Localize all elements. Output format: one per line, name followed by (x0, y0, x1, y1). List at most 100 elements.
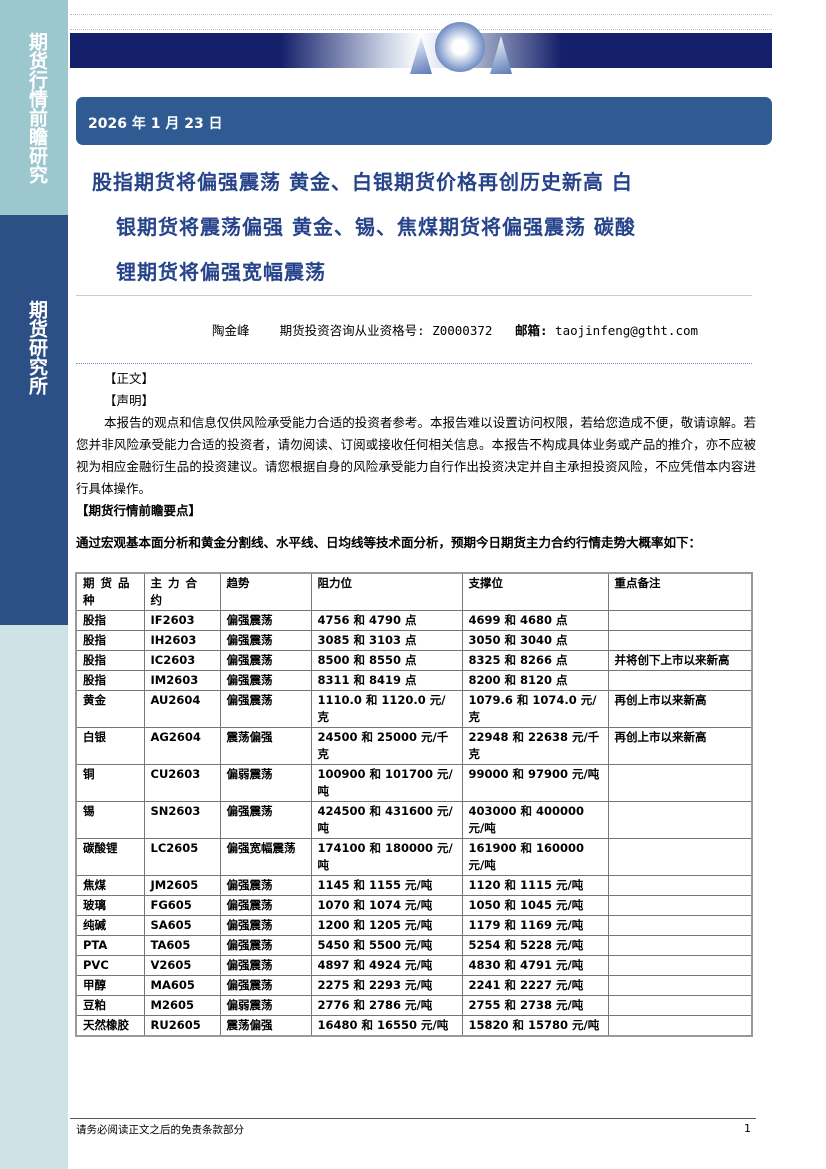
table-row: 股指 IH2603 偏强震荡 3085 和 3103 点 3050 和 3040 点 (75, 630, 753, 651)
table-cell (607, 895, 753, 916)
table-cell: 403000 和 400000 元/吨 (461, 801, 609, 839)
table-cell (607, 935, 753, 956)
table-cell (607, 838, 753, 876)
table-cell: MA605 (143, 975, 221, 996)
table-cell: 1079.6 和 1074.0 元/克 (461, 690, 609, 728)
table-cell: 偏强震荡 (219, 895, 312, 916)
table-cell: 焦煤 (75, 875, 145, 896)
column-header: 趋势 (219, 572, 312, 611)
table-cell: 玻璃 (75, 895, 145, 916)
title-line: 锂期货将偏强宽幅震荡 (116, 260, 326, 284)
table-cell: V2605 (143, 955, 221, 976)
table-cell: 16480 和 16550 元/吨 (310, 1015, 463, 1037)
table-cell: 偏强震荡 (219, 670, 312, 691)
title-line: 银期货将震荡偏强 黄金、锡、焦煤期货将偏强震荡 碳酸 (116, 215, 636, 239)
table-cell: 再创上市以来新高 (607, 690, 753, 728)
table-row: 豆粕 M2605 偏弱震荡 2776 和 2786 元/吨 2755 和 2738 元/… (75, 995, 753, 1016)
table-cell: 天然橡胶 (75, 1015, 145, 1037)
table-cell: 1110.0 和 1120.0 元/克 (310, 690, 463, 728)
table-cell: 碳酸锂 (75, 838, 145, 876)
table-cell: 3085 和 3103 点 (310, 630, 463, 651)
table-cell: SN2603 (143, 801, 221, 839)
table-cell: 黄金 (75, 690, 145, 728)
table-row: 玻璃 FG605 偏强震荡 1070 和 1074 元/吨 1050 和 1045 元/… (75, 895, 753, 916)
table-cell: 偏强震荡 (219, 650, 312, 671)
table-cell: 2241 和 2227 元/吨 (461, 975, 609, 996)
table-cell: IM2603 (143, 670, 221, 691)
email-label: 邮箱: (514, 323, 548, 338)
table-cell: 偏强震荡 (219, 610, 312, 631)
table-cell: 161900 和 160000 元/吨 (461, 838, 609, 876)
table-cell: 8325 和 8266 点 (461, 650, 609, 671)
table-cell (607, 670, 753, 691)
table-cell: AU2604 (143, 690, 221, 728)
author-name: 陶金峰 (212, 323, 250, 338)
table-row: 纯碱 SA605 偏强震荡 1200 和 1205 元/吨 1179 和 1169 元/… (75, 915, 753, 936)
column-header: 支撑位 (461, 572, 609, 611)
table-row: 天然橡胶 RU2605 震荡偏强 16480 和 16550 元/吨 15820 和 1… (75, 1015, 753, 1037)
table-cell: 4699 和 4680 点 (461, 610, 609, 631)
table-cell (607, 875, 753, 896)
table-cell: 豆粕 (75, 995, 145, 1016)
sidebar-report-title: 期货行情前瞻研究 (26, 32, 48, 184)
table-cell: 100900 和 101700 元/吨 (310, 764, 463, 802)
email-link[interactable]: taojinfeng@gtht.com (555, 323, 699, 338)
table-row: 焦煤 JM2605 偏强震荡 1145 和 1155 元/吨 1120 和 1115 元… (75, 875, 753, 896)
table-cell (607, 610, 753, 631)
table-cell: 偏强震荡 (219, 975, 312, 996)
header-banner (70, 12, 772, 74)
table-cell: 股指 (75, 670, 145, 691)
qualification-number: Z0000372 (432, 323, 493, 338)
table-cell: 2776 和 2786 元/吨 (310, 995, 463, 1016)
table-cell: SA605 (143, 915, 221, 936)
column-header: 重点备注 (607, 572, 753, 611)
table-cell: 偏强宽幅震荡 (219, 838, 312, 876)
table-cell (607, 1015, 753, 1037)
table-cell: 锡 (75, 801, 145, 839)
table-cell: 纯碱 (75, 915, 145, 936)
table-row: 锡 SN2603 偏强震荡 424500 和 431600 元/吨 403000 和 4… (75, 801, 753, 839)
table-cell: 2275 和 2293 元/吨 (310, 975, 463, 996)
table-row: 黄金 AU2604 偏强震荡 1110.0 和 1120.0 元/克 1079.6 和 … (75, 690, 753, 728)
table-cell (607, 915, 753, 936)
table-cell: PTA (75, 935, 145, 956)
table-row: 股指 IC2603 偏强震荡 8500 和 8550 点 8325 和 8266 点并将… (75, 650, 753, 671)
section-heading: 【声明】 (104, 393, 155, 408)
table-cell: 偏强震荡 (219, 955, 312, 976)
title-line: 股指期货将偏强震荡 黄金、白银期货价格再创历史新高 白 (92, 170, 633, 194)
page-number: 1 (744, 1122, 751, 1135)
table-cell: 3050 和 3040 点 (461, 630, 609, 651)
table-cell: IH2603 (143, 630, 221, 651)
table-cell: 甲醇 (75, 975, 145, 996)
table-row: 甲醇 MA605 偏强震荡 2275 和 2293 元/吨 2241 和 2227 元/… (75, 975, 753, 996)
table-cell (607, 764, 753, 802)
diamond-logo-icon (435, 22, 485, 72)
table-cell: 偏强震荡 (219, 875, 312, 896)
table-cell: 1179 和 1169 元/吨 (461, 915, 609, 936)
table-cell: 股指 (75, 610, 145, 631)
table-cell: 偏强震荡 (219, 915, 312, 936)
table-cell: 174100 和 180000 元/吨 (310, 838, 463, 876)
table-cell: 偏强震荡 (219, 690, 312, 728)
qualification-label: 期货投资咨询从业资格号: (279, 323, 425, 338)
page-title: 股指期货将偏强震荡 黄金、白银期货价格再创历史新高 白 银期货将震荡偏强 黄金、… (92, 160, 772, 295)
table-cell: FG605 (143, 895, 221, 916)
table-cell: 8311 和 8419 点 (310, 670, 463, 691)
table-cell: AG2604 (143, 727, 221, 765)
table-cell: 4830 和 4791 元/吨 (461, 955, 609, 976)
table-cell: 2755 和 2738 元/吨 (461, 995, 609, 1016)
table-cell: 偏强震荡 (219, 630, 312, 651)
table-cell: M2605 (143, 995, 221, 1016)
section-heading: 【期货行情前瞻要点】 (76, 503, 202, 518)
table-cell: 424500 和 431600 元/吨 (310, 801, 463, 839)
column-header: 阻力位 (310, 572, 463, 611)
table-cell: IF2603 (143, 610, 221, 631)
table-cell: 白银 (75, 727, 145, 765)
disclaimer-paragraph: 本报告的观点和信息仅供风险承受能力合适的投资者参考。本报告难以设置访问权限，若给… (76, 415, 756, 496)
column-header: 主力合约 (143, 572, 221, 611)
table-header-row: 期货品种 主力合约 趋势 阻力位 支撑位 重点备注 (75, 572, 753, 611)
table-cell: 8200 和 8120 点 (461, 670, 609, 691)
table-cell: 4756 和 4790 点 (310, 610, 463, 631)
table-cell: 铜 (75, 764, 145, 802)
table-cell: 偏弱震荡 (219, 995, 312, 1016)
